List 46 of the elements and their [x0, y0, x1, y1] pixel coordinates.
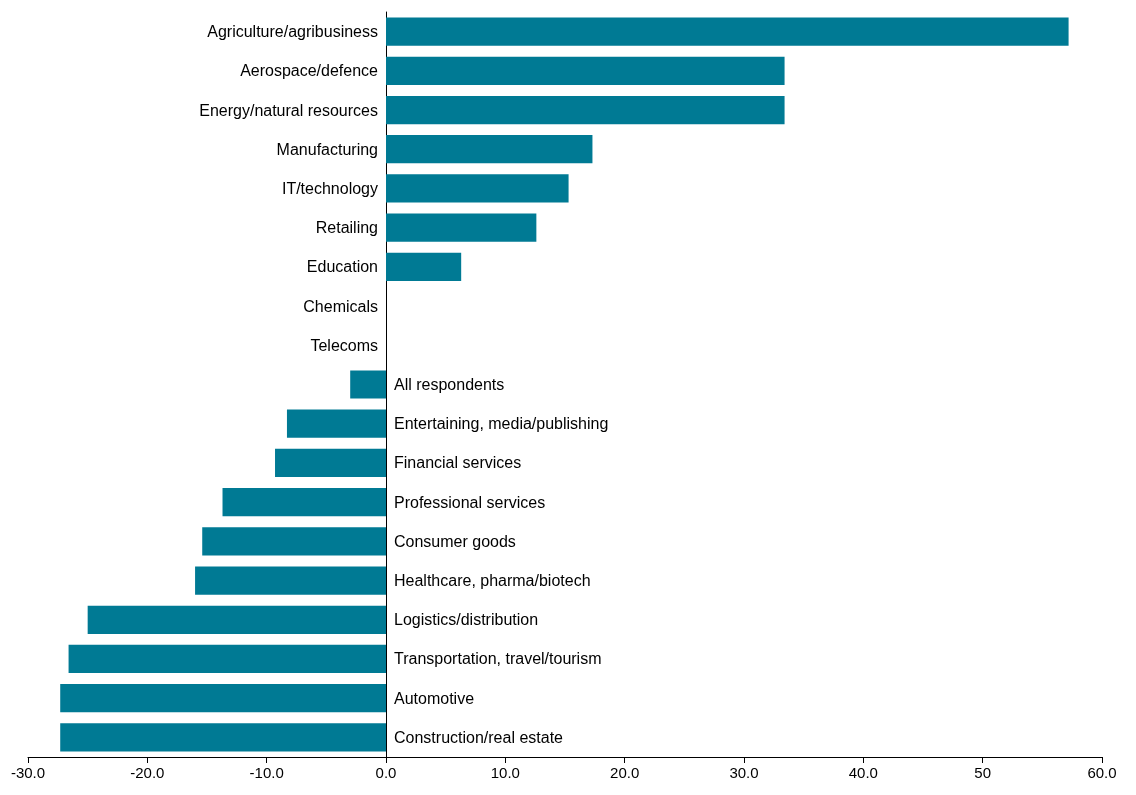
x-tick-label: 20.0: [610, 764, 640, 781]
y-tick-label: Manufacturing: [276, 140, 378, 158]
bar: [222, 488, 386, 517]
bar: [202, 527, 386, 556]
x-tick-label: -20.0: [130, 764, 165, 781]
y-tick-label: Automotive: [394, 689, 475, 707]
y-tick-label: Financial services: [394, 454, 522, 472]
x-tick-label: -10.0: [249, 764, 284, 781]
bar: [195, 566, 386, 595]
bar: [350, 370, 386, 399]
y-tick-label: Professional services: [394, 493, 546, 511]
x-tick-label: 50: [974, 764, 992, 781]
y-tick-label: Aerospace/defence: [240, 62, 379, 80]
x-tick-label: 30.0: [729, 764, 759, 781]
bar: [286, 409, 386, 438]
bar: [68, 644, 386, 674]
x-tick-label: 60.0: [1087, 764, 1117, 781]
y-tick-label: Agriculture/agribusiness: [207, 23, 378, 41]
bar: [386, 95, 785, 125]
bar: [60, 723, 386, 752]
bar: [386, 56, 785, 85]
y-tick-label: Energy/natural resources: [199, 101, 378, 119]
y-tick-label: IT/technology: [281, 179, 378, 197]
x-tick-label: 40.0: [848, 764, 878, 781]
bar: [386, 174, 569, 203]
y-tick-label: Entertaining, media/publishing: [394, 415, 609, 433]
y-tick-label: Transportation, travel/tourism: [394, 650, 602, 668]
x-tick-label: 0.0: [375, 764, 397, 781]
y-tick-label: Consumer goods: [394, 532, 516, 550]
y-tick-label: Telecoms: [310, 336, 378, 354]
y-tick-label: Construction/real estate: [394, 728, 564, 746]
y-tick-label: Retailing: [315, 219, 378, 237]
x-tick-label: -30.0: [10, 764, 46, 781]
bar: [386, 135, 593, 164]
bar: [87, 605, 386, 634]
y-tick-label: Chemicals: [303, 297, 378, 315]
bar: [386, 213, 537, 242]
y-tick-label: All respondents: [394, 376, 505, 393]
bar: [275, 448, 386, 478]
x-tick-label: 10.0: [490, 764, 520, 781]
y-tick-label: Logistics/distribution: [394, 611, 539, 629]
bar: [60, 684, 386, 713]
y-tick-label: Education: [306, 258, 378, 276]
y-tick-label: Healthcare, pharma/biotech: [394, 572, 591, 590]
bar: [386, 252, 462, 281]
bar: [386, 17, 1069, 46]
